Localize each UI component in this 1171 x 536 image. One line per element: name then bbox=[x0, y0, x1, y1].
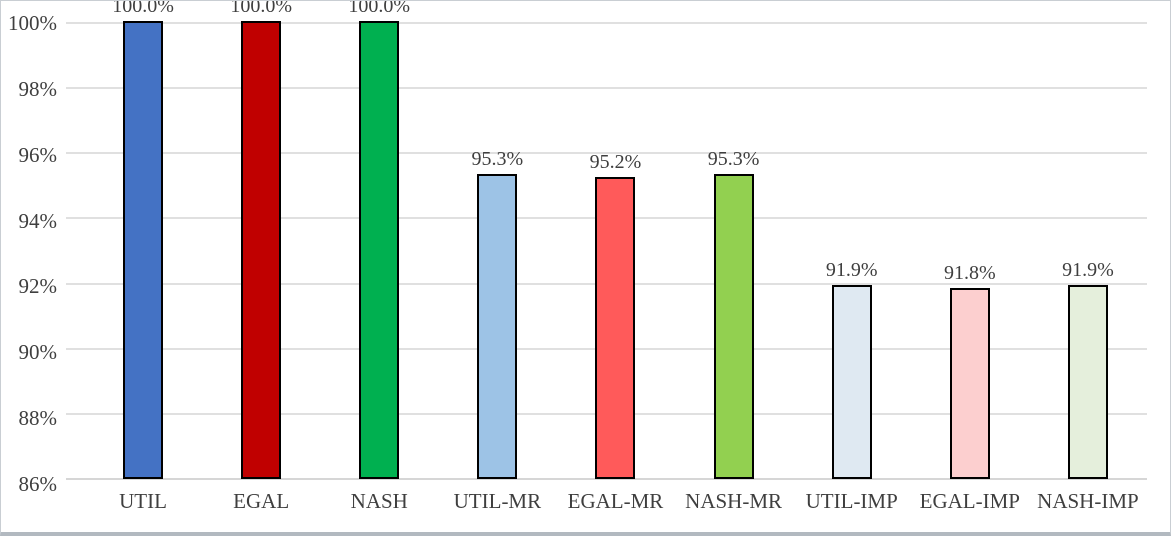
x-axis-category-label: UTIL bbox=[119, 489, 167, 513]
y-axis-tick-label: 100% bbox=[8, 11, 57, 35]
bar-value-label: 91.8% bbox=[943, 262, 996, 285]
x-axis-category-label: UTIL-IMP bbox=[805, 489, 898, 513]
bars-row: 100.0% UTIL 100.0% EGAL 100.0% NASH 95.3% UTIL-… bbox=[84, 1, 1147, 513]
x-axis-category-label: NASH-MR bbox=[685, 489, 783, 513]
bar-value-label: 100.0% bbox=[230, 0, 292, 17]
bar-value-label: 91.9% bbox=[1062, 258, 1114, 281]
x-axis-category-label: EGAL bbox=[233, 489, 290, 513]
gridline bbox=[66, 478, 1147, 480]
bar-nash-mr bbox=[713, 174, 754, 479]
gridline bbox=[66, 22, 1147, 24]
bar-egal bbox=[241, 21, 282, 479]
y-axis-tick-label: 86% bbox=[18, 472, 58, 496]
bar-value-label: 100.0% bbox=[112, 0, 174, 17]
bar-value-label: 91.9% bbox=[825, 258, 878, 281]
y-axis-tick-label: 88% bbox=[18, 406, 58, 431]
x-axis-category-label: UTIL-MR bbox=[453, 489, 542, 513]
bar-util bbox=[123, 21, 164, 479]
bar-slot-egal: 100.0% EGAL bbox=[202, 1, 320, 513]
y-axis-tick-label: 92% bbox=[18, 274, 58, 299]
x-axis-category-label: EGAL-IMP bbox=[919, 489, 1020, 513]
x-axis-category-label: NASH bbox=[350, 489, 408, 513]
bar-value-label: 95.3% bbox=[707, 148, 760, 171]
bar-util-mr bbox=[477, 174, 518, 479]
x-axis-category-label: NASH-IMP bbox=[1037, 489, 1139, 513]
bar-value-label: 95.2% bbox=[589, 151, 642, 174]
bar-util-imp bbox=[831, 284, 872, 479]
bar-value-label: 95.3% bbox=[471, 148, 524, 171]
bar-slot-nash: 100.0% NASH bbox=[320, 1, 438, 513]
y-axis-tick-label: 96% bbox=[18, 142, 58, 167]
x-axis-category-label: EGAL-MR bbox=[567, 489, 664, 513]
gridline bbox=[66, 152, 1147, 155]
bar-slot-util-imp: 91.9% UTIL-IMP bbox=[793, 23, 911, 513]
bar-value-label: 100.0% bbox=[348, 0, 411, 17]
bar-slot-util-mr: 95.3% UTIL-MR bbox=[438, 23, 556, 513]
bar-slot-nash-mr: 95.3% NASH-MR bbox=[675, 23, 793, 513]
y-axis-tick-label: 98% bbox=[18, 76, 58, 101]
y-axis-tick-label: 94% bbox=[18, 208, 58, 233]
bar-egal-imp bbox=[949, 288, 990, 479]
y-axis-tick-label: 90% bbox=[18, 340, 58, 365]
bar-slot-util: 100.0% UTIL bbox=[84, 1, 202, 513]
gridline bbox=[66, 87, 1147, 90]
bar-slot-egal-imp: 91.8% EGAL-IMP bbox=[911, 23, 1029, 513]
bar-egal-mr bbox=[595, 177, 636, 479]
bar-slot-nash-imp: 91.9% NASH-IMP bbox=[1029, 23, 1147, 513]
bar-slot-egal-mr: 95.2% EGAL-MR bbox=[556, 23, 674, 513]
plot-area: 100.0% UTIL 100.0% EGAL 100.0% NASH 95.3% UTIL-… bbox=[66, 1, 1147, 513]
bar-nash bbox=[359, 21, 400, 479]
bar-nash-imp bbox=[1067, 284, 1108, 479]
